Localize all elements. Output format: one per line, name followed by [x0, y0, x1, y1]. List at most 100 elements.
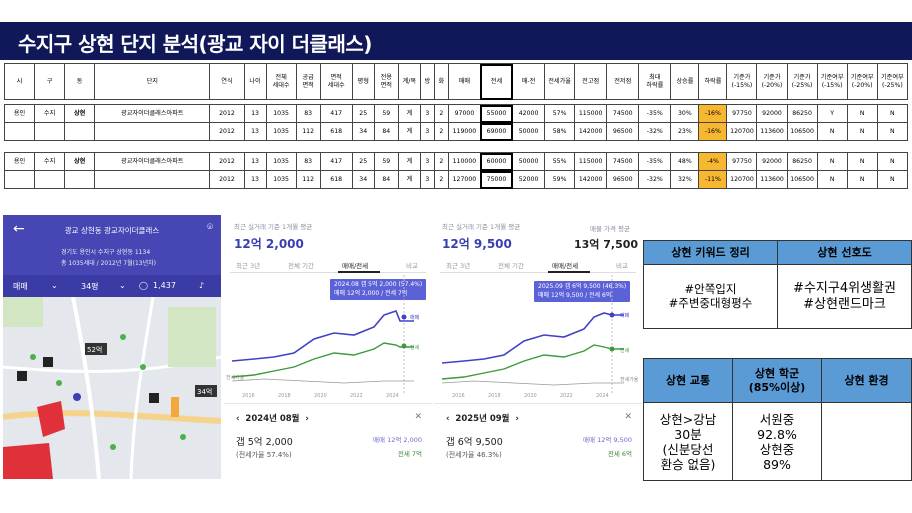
table-cell: 상현 [64, 104, 96, 123]
table-cell: N [876, 152, 909, 171]
footer-rate: (전세가율 46.3%) [446, 451, 502, 459]
table-cell: 106500 [786, 122, 818, 141]
data-table-group-2: 용인 수지 상현 광교자이더클래스아파트 2012 13 1035 83 417 25 59 계 3 2 1… [3, 152, 909, 189]
table-cell: 97000 [447, 104, 481, 123]
tab-compare[interactable]: 비교 [406, 262, 418, 270]
table-cell: 34 [351, 122, 375, 141]
tab-all-period[interactable]: 전체 기간 [288, 262, 314, 270]
chart-tooltip: 2024.08 갭 5억 2,000 (57.4%) 매매 12억 2,000 … [330, 279, 427, 301]
legend-rate: 전세가율 [226, 374, 245, 381]
map-view[interactable]: 52억 34억 [3, 297, 221, 479]
transport-cell: 상현>강남 30분 (신분당선 환승 없음) [643, 402, 733, 481]
table-cell: 110000 [447, 152, 481, 171]
table-cell: 83 [295, 104, 321, 123]
table-row: 2012 13 1035 112 618 34 84 계 3 2 127000 75000 52000 5… [3, 170, 909, 189]
table-cell: 광교자이더클래스아파트 [94, 104, 211, 123]
table-cell: 113600 [756, 122, 788, 141]
column-header: 동 [64, 63, 96, 100]
column-header: 나이 [243, 63, 267, 100]
table-cell: 86250 [786, 104, 818, 123]
price-chart[interactable]: 매매 전세 전세가율 2016 2018 2020 2022 2024 [224, 275, 432, 403]
table-cell: -11% [698, 170, 728, 189]
table-cell: 59 [373, 104, 399, 123]
map-marker-label: 52억 [87, 346, 102, 354]
table-cell: 용인 [3, 104, 36, 123]
x-tick: 2024 [596, 393, 609, 399]
data-table-group-1: 용인 수지 상현 광교자이더클래스아파트 2012 13 1035 83 417 25 59 계 3 2 9… [3, 104, 909, 141]
column-header: 구 [34, 63, 66, 100]
legend-jeonse: 전세 [620, 347, 630, 354]
bell-icon[interactable]: ♪ [199, 281, 205, 290]
table-cell: 59 [373, 152, 399, 171]
table-cell: N [876, 170, 909, 189]
environment-header: 상현 환경 [821, 358, 912, 403]
column-header: 전저점 [606, 63, 640, 100]
table-cell: 1035 [265, 122, 297, 141]
table-cell [3, 170, 36, 189]
table-cell: 13 [243, 122, 267, 141]
table-cell: 50000 [512, 122, 546, 141]
chart-tabs: 최근 3년 전체 기간 매매/전세 비교 [230, 255, 426, 273]
column-header: 매-전 [512, 63, 546, 100]
map-title: 광교 상현동 광교자이더클래스 [64, 226, 160, 235]
table-cell: 25 [351, 152, 375, 171]
close-icon[interactable]: ✕ [414, 412, 422, 422]
table-cell: 618 [319, 170, 353, 189]
table-cell: 84 [373, 122, 399, 141]
column-header: 전고점 [574, 63, 608, 100]
table-cell [94, 170, 211, 189]
table-cell: N [846, 152, 878, 171]
column-header: 연식 [209, 63, 245, 100]
x-tick: 2022 [350, 393, 363, 399]
x-tick: 2018 [488, 393, 501, 399]
chat-icon[interactable]: ◯ [139, 281, 148, 290]
table-cell: 97750 [726, 104, 758, 123]
table-cell: 23% [670, 122, 700, 141]
table-cell: 30% [670, 104, 700, 123]
keyword-cell: #안쪽입지 #주변중대형평수 [643, 264, 778, 329]
table-cell: 광교자이더클래스아파트 [94, 152, 211, 171]
column-header: 기준가 (-15%) [726, 63, 758, 100]
table-cell: 34 [351, 170, 375, 189]
tab-sale-jeonse[interactable]: 매매/전세 [342, 262, 369, 270]
price-chart[interactable]: 매매 전세 전세가율 2016 2018 2020 2022 2024 [434, 275, 642, 403]
footer-date: ‹ 2025년 09월 › [446, 414, 519, 424]
footer-gap: 갭 6억 9,500 [446, 437, 503, 448]
map-marker[interactable] [195, 385, 217, 397]
column-header: 기준여부 (-25%) [876, 63, 909, 100]
data-table-header: 시 구 동 단지 연식 나이 전체 세대수 공급 면적 면적 세대수 평형 전용 면적 계/복 방 화 매매… [3, 63, 909, 100]
keyword-table: 상현 키워드 정리 상현 선호도 #안쪽입지 #주변중대형평수 #수지구4위생활… [643, 240, 912, 329]
map-marker[interactable] [85, 343, 107, 355]
size-filter[interactable]: 34평 [81, 282, 99, 291]
legend-sale: 매매 [410, 314, 420, 321]
chart-tooltip: 2025.09 갭 6억 9,500 (46.3%) 매매 12억 9,500 … [534, 281, 631, 303]
trade-type-filter[interactable]: 매매 [13, 282, 28, 291]
table-cell: 142000 [574, 170, 608, 189]
column-header: 화 [433, 63, 449, 100]
table-cell: 32% [670, 170, 700, 189]
table-cell [94, 122, 211, 141]
table-cell: N [816, 122, 848, 141]
table-cell: 3 [419, 170, 435, 189]
tab-sale-jeonse[interactable]: 매매/전세 [552, 262, 579, 270]
column-header: 방 [419, 63, 435, 100]
legend-sale: 매매 [620, 312, 630, 319]
table-cell: 96500 [606, 122, 640, 141]
tab-recent-3y[interactable]: 최근 3년 [236, 262, 261, 270]
close-icon[interactable]: ✕ [624, 412, 632, 422]
tab-all-period[interactable]: 전체 기간 [498, 262, 524, 270]
table-cell: 3 [419, 122, 435, 141]
table-cell: 1035 [265, 152, 297, 171]
location-pin-icon[interactable]: ⌾ [207, 222, 213, 233]
table-cell: -35% [638, 104, 672, 123]
table-cell: 42000 [512, 104, 546, 123]
table-cell: 3 [419, 104, 435, 123]
x-tick: 2022 [560, 393, 573, 399]
back-arrow-icon[interactable]: ← [13, 221, 25, 237]
column-header: 하락률 [698, 63, 728, 100]
column-header: 최대 하락률 [638, 63, 672, 100]
tab-compare[interactable]: 비교 [616, 262, 628, 270]
tab-recent-3y[interactable]: 최근 3년 [446, 262, 471, 270]
column-header: 기준가 (-20%) [756, 63, 788, 100]
table-cell: 92000 [756, 104, 788, 123]
